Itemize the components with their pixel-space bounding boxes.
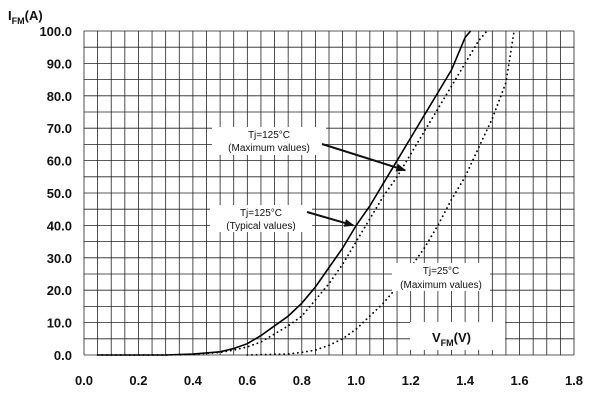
grid [83, 30, 575, 356]
annotation-1-line-2: (Maximum values) [228, 143, 310, 154]
series-line-3 [246, 30, 515, 356]
y-tick-label: 90.0 [47, 56, 72, 71]
x-axis-label-bg [410, 322, 505, 350]
x-tick-labels: 0.0 0.2 0.4 0.6 0.8 1.0 1.2 1.4 1.6 1.8 [75, 373, 583, 388]
y-tick-label: 50.0 [47, 186, 72, 201]
y-tick-label: 20.0 [47, 283, 72, 298]
series-line-2 [96, 30, 488, 356]
y-tick-label: 0.0 [54, 348, 72, 363]
x-tick-label: 0.2 [129, 373, 147, 388]
series-line-1 [97, 30, 472, 356]
annotation-2-line-2: (Typical values) [226, 221, 295, 232]
y-tick-label: 70.0 [47, 121, 72, 136]
annotation-2-line-1: Tj=125°C [240, 208, 282, 219]
annotation-2-bg [210, 205, 312, 232]
x-tick-label: 0.0 [75, 373, 93, 388]
y-axis-label: IFM(A) [8, 8, 43, 26]
y-tick-label: 100.0 [39, 24, 72, 39]
y-tick-label: 40.0 [47, 218, 72, 233]
y-tick-label: 10.0 [47, 316, 72, 331]
annotation-3-line-2: (Maximum values) [400, 280, 482, 291]
series-lines [96, 30, 515, 356]
x-tick-label: 0.6 [238, 373, 256, 388]
y-tick-labels: 0.0 10.0 20.0 30.0 40.0 50.0 60.0 70.0 80.0 90.0 1… [39, 24, 72, 363]
x-tick-label: 0.8 [293, 373, 311, 388]
x-tick-label: 1.0 [347, 373, 365, 388]
x-tick-label: 1.2 [402, 373, 420, 388]
annotation-1-bg [212, 127, 326, 155]
annotation-3-bg [392, 263, 490, 291]
y-tick-label: 80.0 [47, 89, 72, 104]
annotation-1-line-1: Tj=125°C [248, 130, 290, 141]
x-tick-label: 1.8 [565, 373, 583, 388]
x-tick-label: 1.6 [511, 373, 529, 388]
y-tick-label: 30.0 [47, 251, 72, 266]
annotation-2-arrow [306, 211, 355, 227]
y-tick-label: 60.0 [47, 154, 72, 169]
x-tick-label: 1.4 [456, 373, 475, 388]
x-tick-label: 0.4 [184, 373, 203, 388]
annotation-1-arrow [321, 143, 407, 172]
x-axis-label: VFM(V) [432, 330, 471, 348]
annotation-3-line-1: Tj=25°C [423, 266, 460, 277]
